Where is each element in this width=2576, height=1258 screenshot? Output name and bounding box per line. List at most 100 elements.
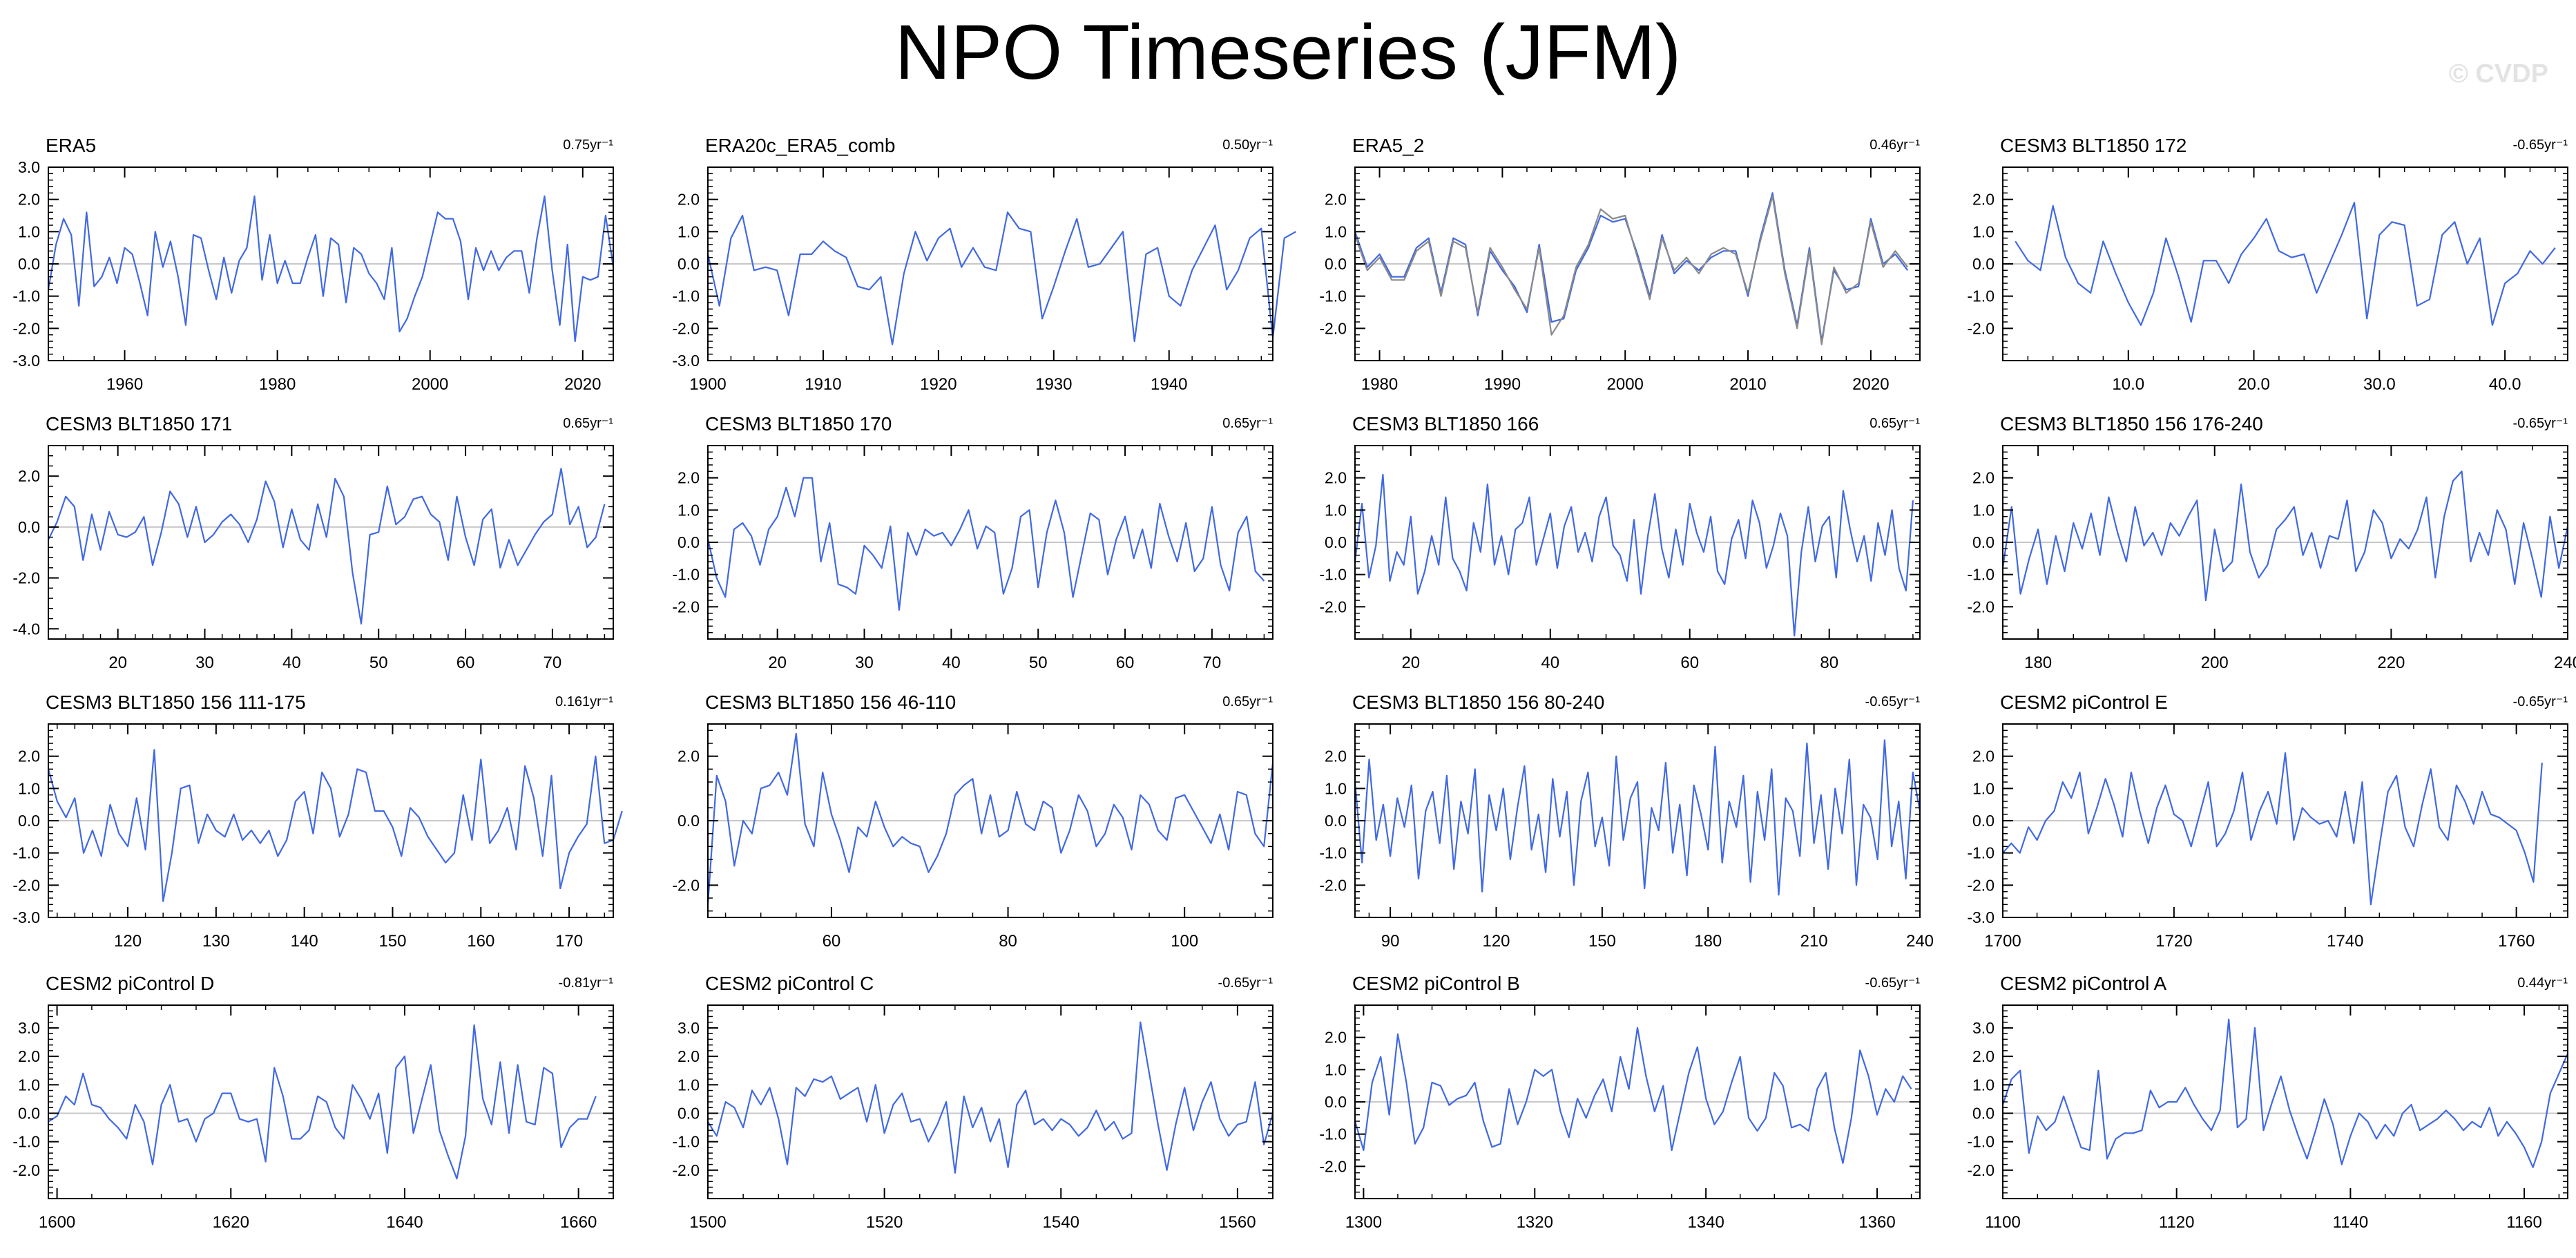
y-tick-label: 2.0 <box>1972 1047 1995 1065</box>
x-tick-label: 150 <box>378 932 406 951</box>
series-line <box>48 468 606 625</box>
panel-title: CESM3 BLT1850 156 80-240 <box>1352 692 1604 713</box>
x-tick-label: 180 <box>1694 932 1722 951</box>
x-tick-label: 40 <box>1541 654 1559 672</box>
x-tick-label: 1560 <box>1219 1213 1256 1232</box>
y-tick-label: -1.0 <box>672 287 700 305</box>
y-tick-label: -2.0 <box>1319 319 1347 337</box>
x-tick-label: 70 <box>1203 654 1222 672</box>
y-tick-label: -4.0 <box>12 620 40 638</box>
y-tick-label: 0.0 <box>18 1104 40 1122</box>
panel-trend: 0.65yr⁻¹ <box>563 416 613 431</box>
x-tick-label: 50 <box>1029 654 1048 672</box>
panel-trend: 0.46yr⁻¹ <box>1869 137 1920 153</box>
series-line <box>2002 752 2543 906</box>
y-tick-label: 0.0 <box>1972 1104 1995 1122</box>
x-tick-label: 10.0 <box>2112 375 2144 394</box>
npo-panel-3: ERA5_2 0.46yr⁻¹ 1980 1990 2000 2010 2020 -2.0 -1… <box>1319 135 1921 394</box>
x-tick-label: 1360 <box>1858 1213 1895 1232</box>
x-tick-label: 20 <box>1401 654 1420 672</box>
panel-title: CESM2 piControl C <box>705 973 874 994</box>
y-tick-label: 2.0 <box>677 1047 700 1065</box>
x-tick-label: 1980 <box>1361 375 1398 394</box>
panel-trend: 0.65yr⁻¹ <box>1869 416 1920 431</box>
y-tick-label: 0.0 <box>1325 255 1347 273</box>
panel-trend: -0.65yr⁻¹ <box>1865 694 1921 709</box>
series-line <box>48 1024 597 1180</box>
y-tick-label: 1.0 <box>18 1076 40 1094</box>
x-tick-label: 1100 <box>1985 1213 2021 1232</box>
y-tick-label: 1.0 <box>1972 222 1995 240</box>
x-tick-label: 90 <box>1381 932 1400 951</box>
x-tick-label: 1600 <box>39 1213 75 1232</box>
y-tick-label: 2.0 <box>1972 469 1995 487</box>
y-tick-label: 0.0 <box>1325 533 1347 551</box>
y-tick-label: 1.0 <box>1325 1060 1347 1078</box>
y-tick-label: -3.0 <box>12 352 40 370</box>
y-tick-label: 3.0 <box>18 158 40 176</box>
x-tick-label: 1500 <box>689 1213 726 1232</box>
x-tick-label: 120 <box>1482 932 1510 951</box>
panel-title: CESM3 BLT1850 170 <box>705 413 892 435</box>
y-tick-label: 0.0 <box>1325 1093 1347 1111</box>
x-tick-label: 1140 <box>2333 1213 2369 1232</box>
x-tick-label: 1160 <box>2506 1213 2542 1232</box>
y-tick-label: 0.0 <box>677 255 700 273</box>
y-tick-label: 2.0 <box>1325 1029 1347 1047</box>
y-tick-label: -2.0 <box>12 876 40 894</box>
npo-panel-6: CESM3 BLT1850 170 0.65yr⁻¹ 20 30 40 50 60 70 -2.… <box>672 413 1273 672</box>
y-tick-label: 2.0 <box>18 467 40 485</box>
series-line <box>2001 470 2569 602</box>
npo-panel-10: CESM3 BLT1850 156 46-110 0.65yr⁻¹ 60 80 100 -… <box>672 692 1274 951</box>
x-tick-label: 70 <box>544 654 562 672</box>
y-tick-label: -2.0 <box>1319 598 1347 616</box>
x-tick-label: 2000 <box>1607 375 1644 394</box>
panel-title: CESM2 piControl B <box>1352 973 1520 994</box>
npo-panel-11: CESM3 BLT1850 156 80-240 -0.65yr⁻¹ 90 120 15… <box>1319 692 1934 951</box>
npo-panel-15: CESM2 piControl B -0.65yr⁻¹ 1300 1320 1340 13… <box>1319 973 1921 1232</box>
panel-trend: 0.50yr⁻¹ <box>1222 137 1273 153</box>
y-tick-label: 2.0 <box>1325 469 1347 487</box>
x-tick-label: 170 <box>555 932 583 951</box>
y-tick-label: 2.0 <box>677 747 700 765</box>
panel-title: CESM2 piControl A <box>2000 973 2167 994</box>
panel-title: CESM3 BLT1850 156 176-240 <box>2000 413 2263 435</box>
y-tick-label: -1.0 <box>12 287 40 305</box>
npo-panel-14: CESM2 piControl C -0.65yr⁻¹ 1500 1520 1540 15… <box>672 973 1274 1232</box>
x-tick-label: 180 <box>2024 654 2052 672</box>
x-tick-label: 20 <box>108 654 127 672</box>
y-tick-label: 2.0 <box>18 747 40 765</box>
y-tick-label: -1.0 <box>672 566 700 584</box>
x-tick-label: 1930 <box>1035 375 1072 394</box>
y-tick-label: 3.0 <box>677 1019 700 1037</box>
npo-panel-9: CESM3 BLT1850 156 111-175 0.161yr⁻¹ 120 130… <box>12 692 623 951</box>
y-tick-label: -1.0 <box>1967 844 1995 862</box>
x-tick-label: 1990 <box>1484 375 1521 394</box>
panel-trend: -0.81yr⁻¹ <box>559 975 614 991</box>
series-line <box>707 477 1265 611</box>
series-line <box>1354 739 1921 896</box>
x-tick-label: 1640 <box>386 1213 423 1232</box>
panel-trend: -0.65yr⁻¹ <box>1218 975 1273 991</box>
y-tick-label: -2.0 <box>1967 598 1995 616</box>
figure-title: NPO Timeseries (JFM) <box>894 9 1682 95</box>
x-tick-label: 1920 <box>920 375 957 394</box>
x-tick-label: 30 <box>855 654 874 672</box>
y-tick-label: 1.0 <box>18 222 40 240</box>
x-tick-label: 50 <box>369 654 388 672</box>
x-tick-label: 1910 <box>805 375 841 394</box>
x-tick-label: 130 <box>202 932 230 951</box>
y-tick-label: 0.0 <box>1972 533 1995 551</box>
y-tick-label: 2.0 <box>677 191 700 209</box>
y-tick-label: -2.0 <box>1967 876 1995 894</box>
y-tick-label: -3.0 <box>672 352 700 370</box>
y-tick-label: 2.0 <box>1972 191 1995 209</box>
npo-panel-5: CESM3 BLT1850 171 0.65yr⁻¹ 20 30 40 50 60 70 -4.… <box>12 413 614 672</box>
x-tick-label: 200 <box>2201 654 2229 672</box>
y-tick-label: 1.0 <box>1972 1076 1995 1094</box>
cvdp-watermark: © CVDP <box>2448 59 2548 88</box>
y-tick-label: -2.0 <box>672 598 700 616</box>
x-tick-label: 2000 <box>412 375 448 394</box>
series-line <box>1354 192 1909 343</box>
